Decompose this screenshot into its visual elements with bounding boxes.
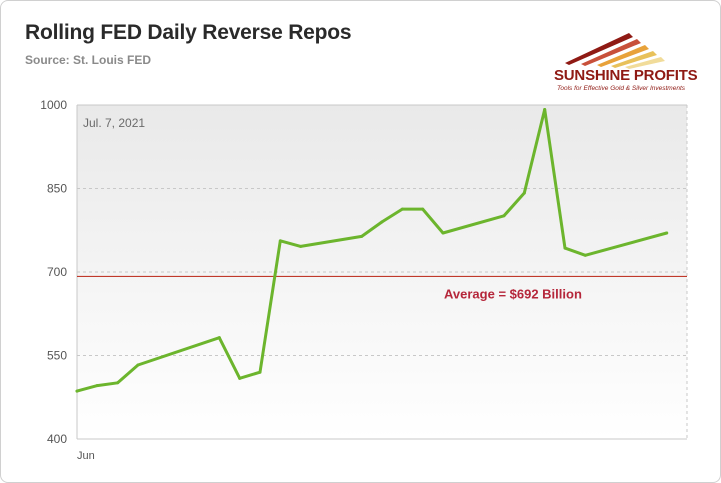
y-tick-label: 400 <box>47 432 67 446</box>
data-point <box>75 389 79 393</box>
gridlines <box>76 104 688 440</box>
data-point <box>400 207 404 211</box>
data-point <box>136 363 140 367</box>
y-tick-label: 550 <box>47 349 67 363</box>
plot-area <box>77 105 687 439</box>
series-layer <box>75 107 669 393</box>
data-point <box>217 336 221 340</box>
average-label: Average = $692 Billion <box>444 286 582 301</box>
data-point <box>116 381 120 385</box>
y-tick-label: 700 <box>47 265 67 279</box>
date-annotation: Jul. 7, 2021 <box>83 116 145 130</box>
series-line <box>75 108 669 393</box>
y-tick-label: 850 <box>47 182 67 196</box>
y-tick-label: 1000 <box>40 98 67 112</box>
data-point <box>441 231 445 235</box>
logo-name: SUNSHINE PROFITS <box>554 67 698 84</box>
logo-tagline: Tools for Effective Gold & Silver Invest… <box>557 85 686 92</box>
data-point <box>299 244 303 248</box>
data-point <box>258 370 262 374</box>
average-reference: Average = $692 Billion <box>77 275 687 301</box>
data-point <box>583 253 587 257</box>
data-point <box>380 220 384 224</box>
data-point <box>522 191 526 195</box>
sunshine-profits-logo: SUNSHINE PROFITS Tools for Effective Gol… <box>541 29 711 99</box>
data-point <box>502 214 506 218</box>
data-point <box>238 376 242 380</box>
x-tick-label: Jun <box>77 450 95 462</box>
data-point <box>95 384 99 388</box>
y-axis-ticks: 400 550 700 850 1000 <box>40 98 67 446</box>
data-point <box>421 207 425 211</box>
data-point <box>543 107 547 111</box>
logo-rays-icon <box>565 33 665 69</box>
data-point <box>278 239 282 243</box>
x-axis-ticks: Jun <box>77 450 95 462</box>
chart-title: Rolling FED Daily Reverse Repos <box>25 21 352 44</box>
data-point <box>563 246 567 250</box>
data-point <box>665 231 669 235</box>
chart-subtitle: Source: St. Louis FED <box>25 53 152 67</box>
data-point <box>360 234 364 238</box>
